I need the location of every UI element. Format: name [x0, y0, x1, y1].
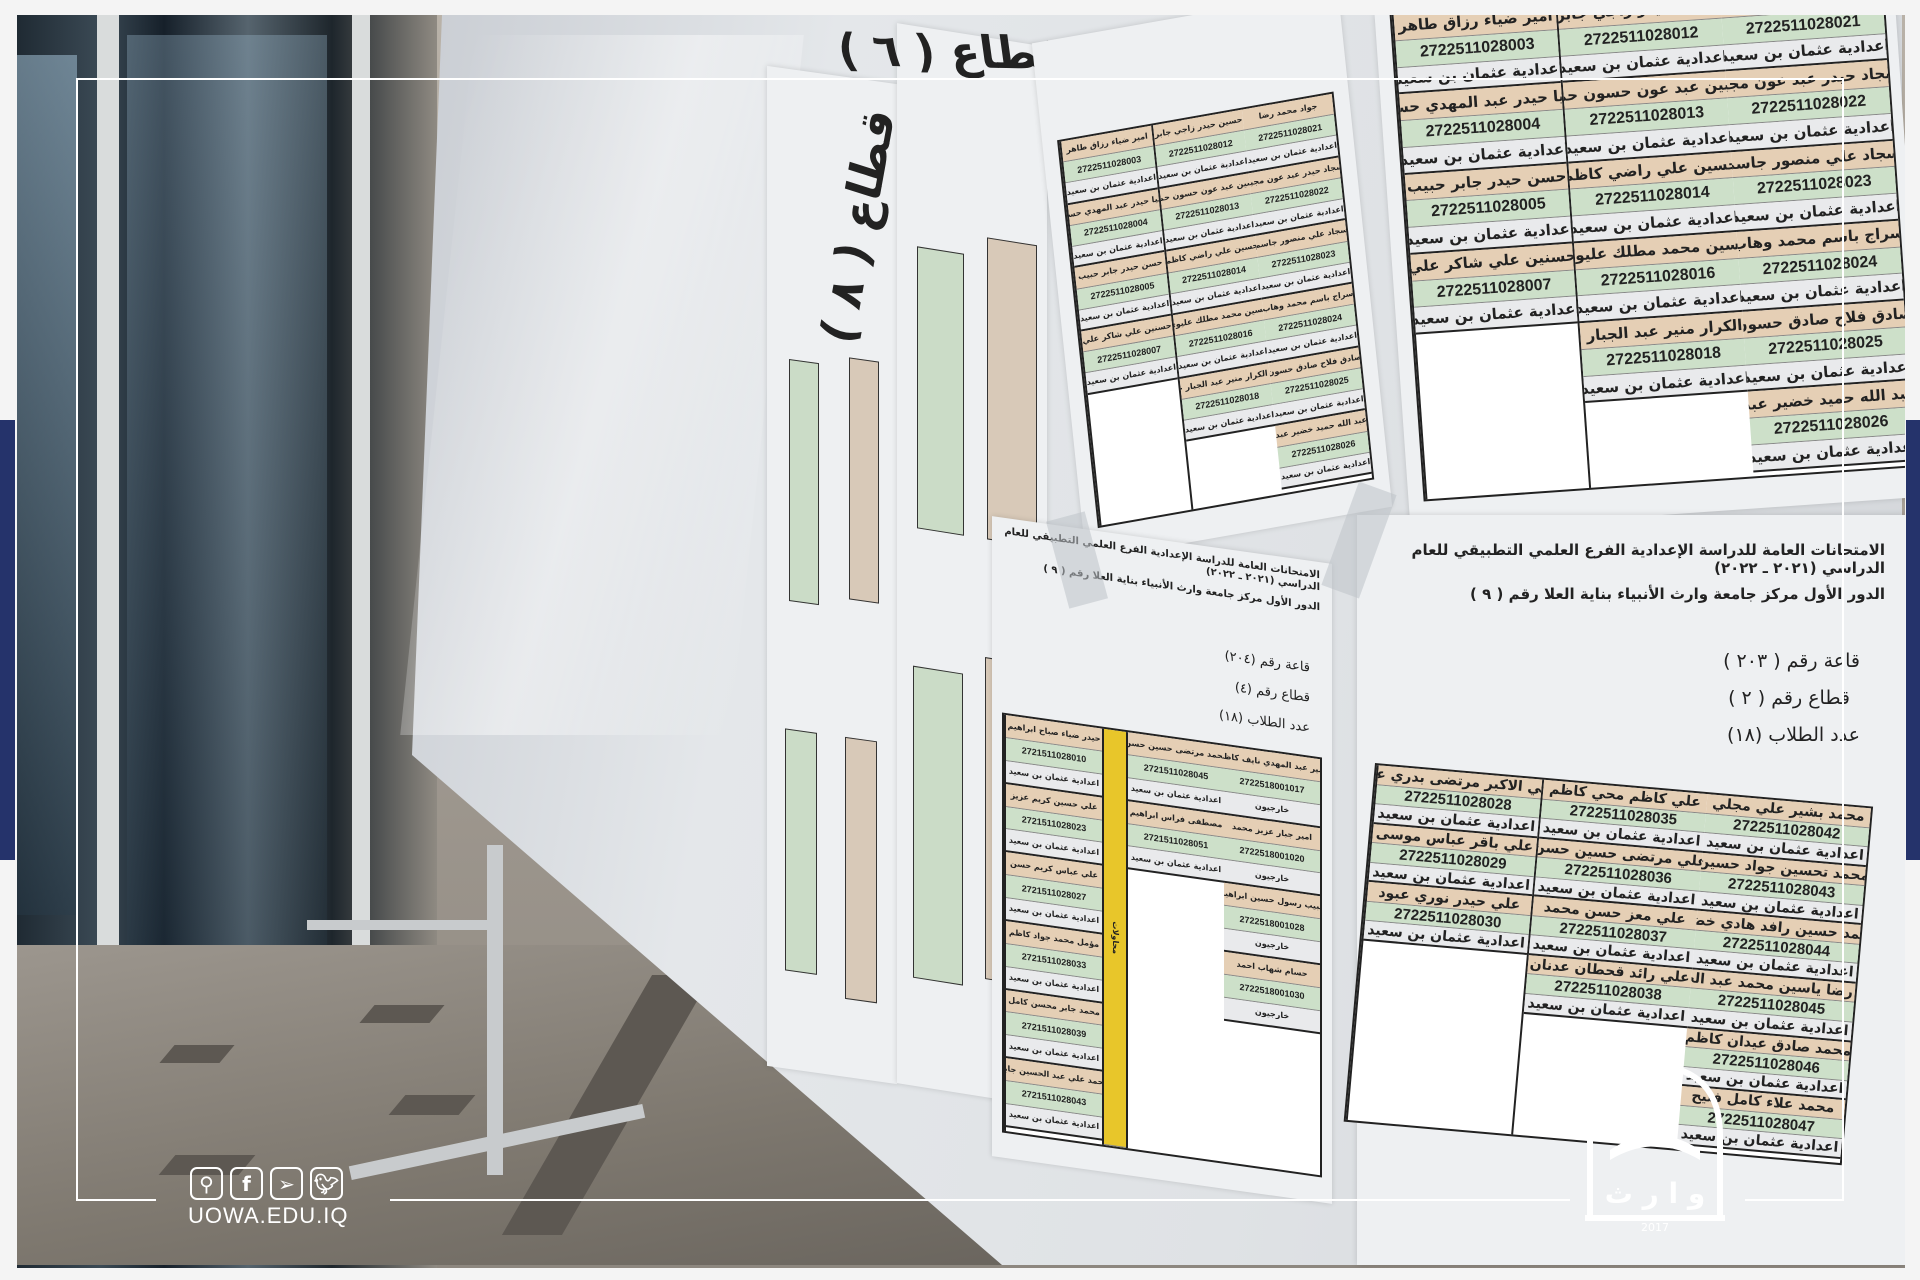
sector-label: قطاع ( ٨ ) [810, 101, 906, 351]
table-column: امير عبد المهدي نايف كاظم 2722518001017 خا… [1224, 745, 1320, 1175]
floor-stripe [501, 975, 713, 1235]
search-icon[interactable]: ⚲ [190, 1167, 223, 1200]
student-table: امير ضياء رزاق طاهر 2722511028003 اعدادية … [1057, 91, 1375, 529]
logo-year: 2017 [1641, 1221, 1669, 1234]
floor-tile [388, 1095, 476, 1115]
university-logo: و ا ر ث 2017 [1585, 1030, 1725, 1234]
telegram-icon[interactable]: ➢ [270, 1167, 303, 1200]
twitter-icon[interactable]: 🐦︎ [310, 1167, 343, 1200]
poster-middle: الامتحانات العامة للدراسة الإعدادية الفر… [992, 516, 1332, 1204]
table-column: محمد مرتضى حسين حسن 2721511028045 اعدادية … [1126, 731, 1224, 1162]
hall-number: قاعة رقم ( ٢٠٣ ) [1723, 650, 1860, 672]
navy-strip-right [1906, 420, 1920, 860]
attempts-label: محاولات [1104, 728, 1126, 1148]
table-column: حسين حيدر زاجي جابر2722511028012اعدادية … [1555, 15, 1754, 488]
frame-line-left [76, 78, 78, 1200]
frame-line-bottom [1745, 1199, 1844, 1201]
frame-line-bottom [76, 1199, 156, 1201]
hall-number: قاعة رقم (٢٠٤) [1224, 648, 1310, 676]
door-frame [97, 15, 119, 975]
student-table: امير ضياء رزاق طاهر 2722511028003 اعدادية … [1389, 15, 1905, 502]
mini-table [987, 237, 1037, 548]
mini-table [849, 357, 879, 604]
mini-table [845, 736, 877, 1004]
sector-number: قطاع رقم ( ٢ ) [1728, 687, 1850, 709]
student-count: عدد الطلاب (١٨) [1727, 724, 1860, 746]
mini-table [917, 246, 964, 536]
frame-line-bottom [390, 1199, 1570, 1201]
board-stand-leg [487, 845, 503, 1175]
poster-top-middle: امير ضياء رزاق طاهر 2722511028003 اعدادية … [1031, 15, 1393, 561]
svg-text:و ا ر ث: و ا ر ث [1605, 1177, 1706, 1210]
poster-subheading: الدور الأول مركز جامعة وارث الأنبياء بنا… [1470, 585, 1885, 603]
poster-far: قطاع ( ٨ ) [767, 65, 905, 1085]
student-count: عدد الطلاب (١٨) [1219, 708, 1310, 736]
sector-number: قطاع رقم (٤) [1234, 680, 1310, 706]
glass-door-left [17, 55, 77, 915]
table-column: امير ضياء رزاق طاهر 2722511028003 اعدادية … [1391, 15, 1590, 500]
navy-strip-left [0, 420, 15, 860]
floor-tile [159, 1045, 235, 1063]
mini-table [913, 665, 963, 986]
frame-line-right [1842, 78, 1844, 1200]
board-stand-bar [307, 920, 487, 930]
poster-right-top: امير ضياء رزاق طاهر 2722511028003 اعدادية … [1374, 15, 1905, 533]
website-url[interactable]: UOWA.EDU.IQ [188, 1203, 349, 1228]
frame-line-top [76, 78, 1844, 80]
glass-door [127, 35, 327, 955]
table-column: علي الاكبر مرتضى بدري عبد 2722511028028 اع… [1345, 765, 1543, 1135]
student-table: حيدر ضياء صباح ابراهيم 2721511028010 اعداد… [1002, 712, 1322, 1178]
table-column: حيدر ضياء صباح ابراهيم 2721511028010 اعداد… [1004, 714, 1102, 1145]
table-column: محاولات [1102, 728, 1126, 1148]
door-frame [352, 15, 370, 945]
floor-tile [359, 1005, 445, 1023]
mini-table [785, 728, 817, 975]
facebook-icon[interactable]: f [230, 1167, 263, 1200]
mini-table [789, 358, 819, 606]
poster-heading: الامتحانات العامة للدراسة الإعدادية الفر… [1411, 541, 1885, 577]
